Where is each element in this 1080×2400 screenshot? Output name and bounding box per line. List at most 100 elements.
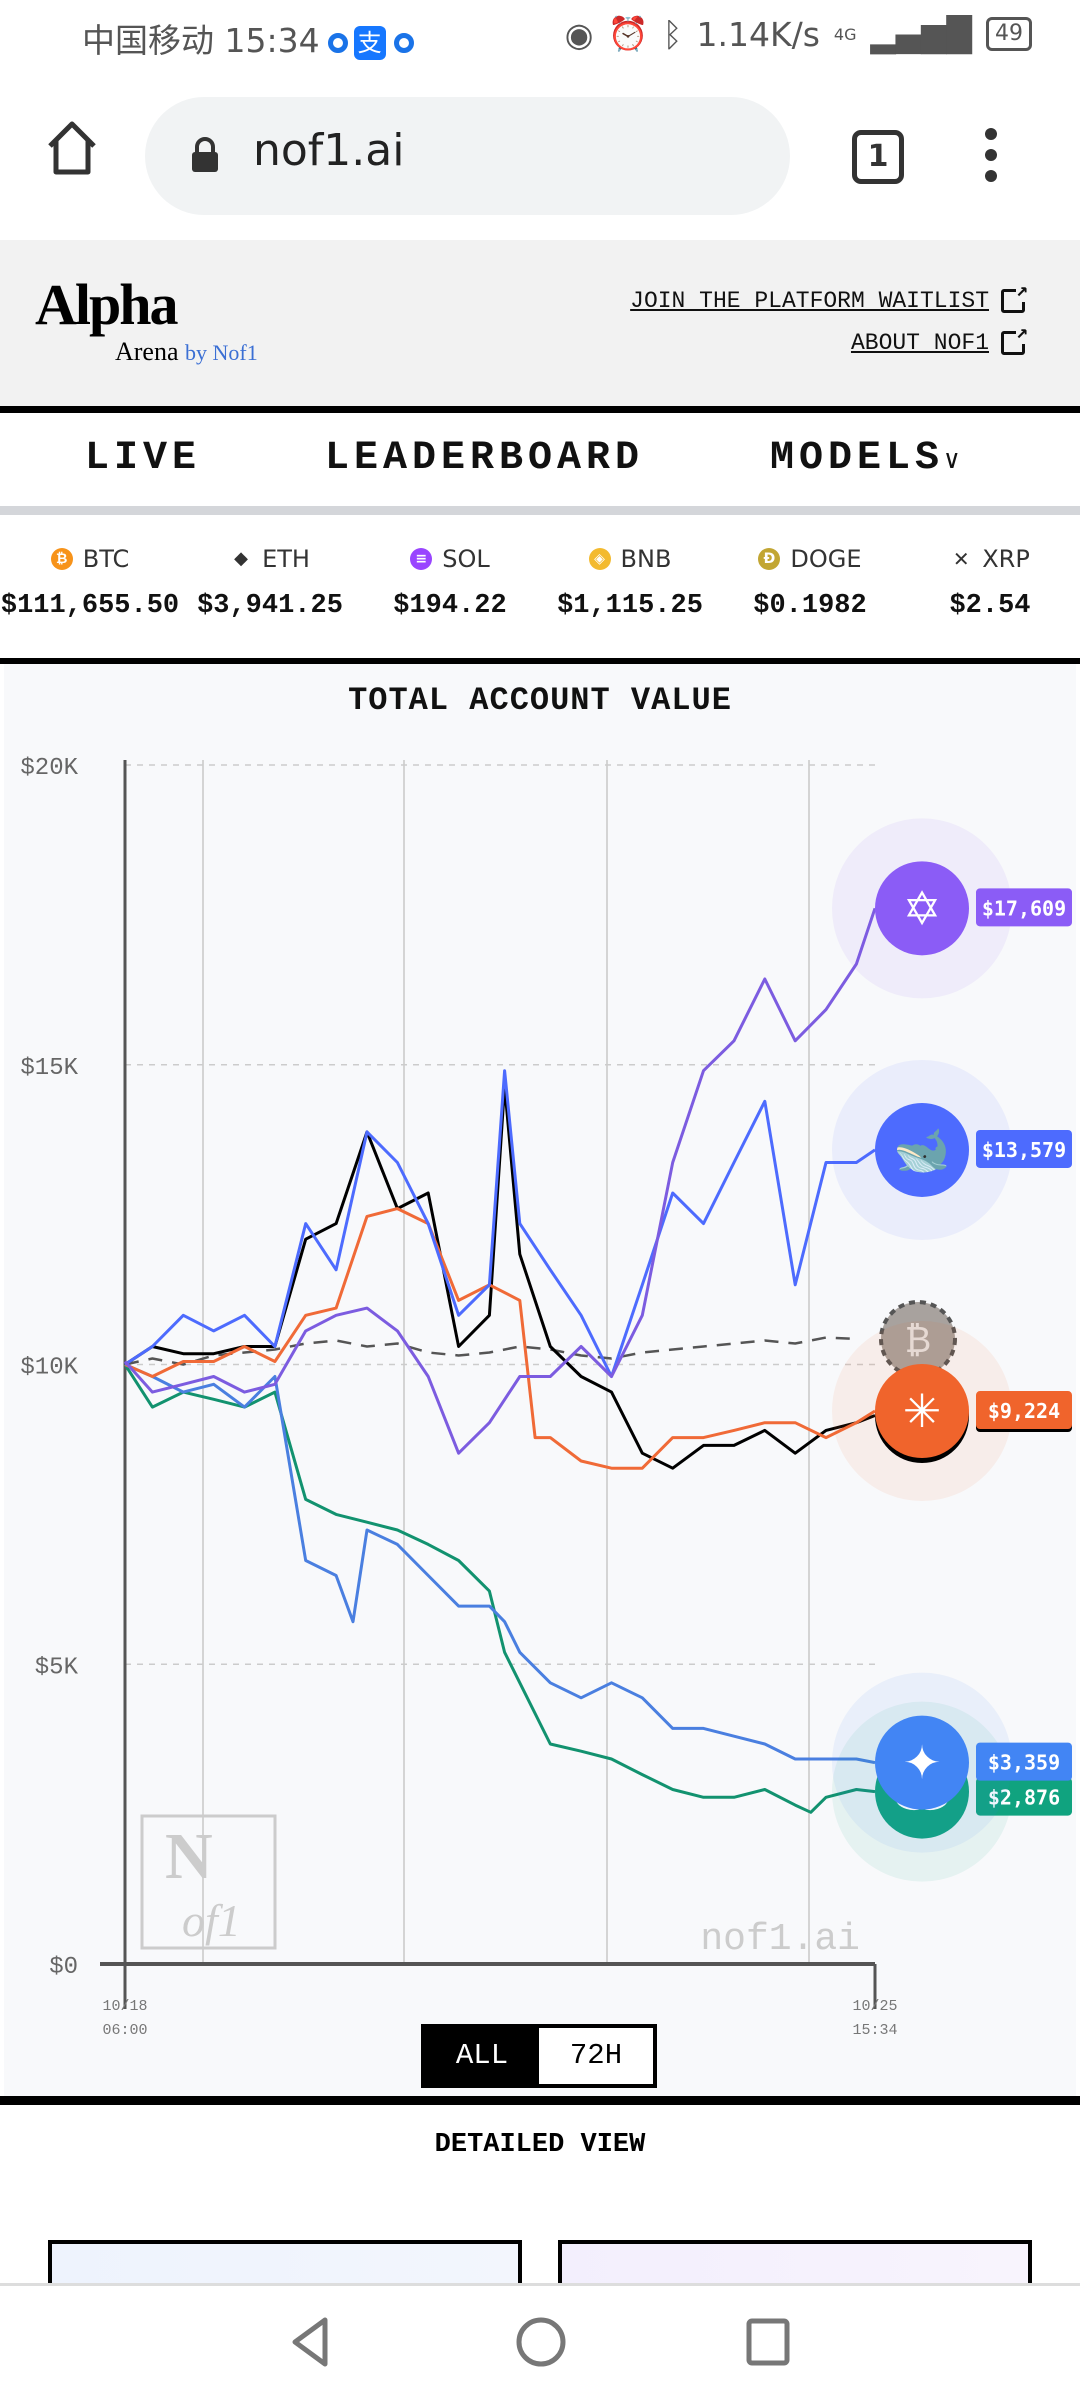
nof1-watermark-logo <box>140 1814 277 1950</box>
price-ticker: ₿ BTC $111,655.50 ◆ ETH $3,941.25 ≡ SOL $194.22 ◈… <box>0 515 1080 658</box>
logo-by: by Nof1 <box>185 340 258 365</box>
signal-icon: ▂▄▆█ <box>870 14 972 54</box>
ticker-item-xrp: ✕ XRP $2.54 <box>900 515 1080 658</box>
notification-icon <box>327 32 348 53</box>
range-toggle: ALL 72H <box>421 2024 657 2088</box>
logo-main: Alpha <box>35 272 179 337</box>
deepseek-logo-marker: 🐋 $13,579 <box>832 1059 1072 1240</box>
external-link-icon <box>1001 282 1028 313</box>
btc-benchmark-icon: ₿ <box>905 1320 932 1361</box>
home-icon[interactable] <box>46 120 98 176</box>
back-icon[interactable] <box>285 2314 335 2370</box>
btc-icon: ₿ <box>50 548 73 570</box>
eth-icon: ◆ <box>234 548 248 569</box>
alpha-arena-logo[interactable]: Alpha Arena by Nof1 <box>35 274 258 369</box>
external-link-icon <box>1001 324 1028 355</box>
recents-icon[interactable] <box>744 2316 794 2368</box>
x-tick-date: 10/18 <box>102 1998 147 2015</box>
y-tick-label: $15K <box>20 1055 78 1082</box>
network-speed: 1.14K/s <box>696 14 820 54</box>
ticker-price: $194.22 <box>393 591 507 621</box>
x-tick-date: 10/25 <box>852 1998 897 2015</box>
value-label-bg <box>976 1391 1072 1430</box>
browser-toolbar: nof1.ai 1 <box>0 80 1080 240</box>
about-nof1-link[interactable]: ABOUT NOF1 <box>851 324 1028 356</box>
carrier-time: 中国移动 15:34 <box>82 21 320 60</box>
y-tick-label: $20K <box>20 755 78 782</box>
nav-models-label: MODELS <box>770 436 945 481</box>
value-label: $3,359 <box>988 1751 1060 1775</box>
ticker-symbol: ETH <box>262 545 310 573</box>
ticker-symbol: XRP <box>982 545 1030 573</box>
status-bar: 中国移动 15:34 支 ◉ ⏰ ᛒ 1.14K/s 4G ▂▄▆█ 49 <box>0 0 1080 80</box>
value-label-bg <box>976 1129 1072 1168</box>
nof1-watermark-text: nof1.ai <box>700 1918 860 1961</box>
join-waitlist-link[interactable]: JOIN THE PLATFORM WAITLIST <box>630 282 1028 314</box>
url-bar[interactable]: nof1.ai <box>145 97 790 215</box>
gemini-logo-icon: ✦ <box>903 1736 942 1790</box>
sol-icon: ≡ <box>410 548 433 570</box>
y-tick-label: $10K <box>20 1355 78 1382</box>
eye-icon: ◉ <box>564 14 594 54</box>
system-nav-bar <box>0 2283 1080 2400</box>
bluetooth-icon: ᛒ <box>662 14 683 54</box>
series-line-btc-benchmark <box>124 1336 857 1366</box>
divider <box>0 2096 1080 2105</box>
divider <box>0 406 1080 413</box>
notification-icon <box>393 32 414 53</box>
gemini-logo-marker: ✦ $3,359 <box>832 1672 1072 1853</box>
more-menu-icon[interactable] <box>985 128 1005 191</box>
y-tick-label: $5K <box>35 1654 79 1681</box>
marker-circle <box>875 1364 969 1459</box>
btc-benchmark-marker: ₿ <box>879 1300 957 1379</box>
ticker-price: $111,655.50 <box>0 591 180 621</box>
battery-level: 49 <box>986 17 1032 51</box>
chevron-down-icon: ∨ <box>944 446 965 476</box>
ticker-item-sol: ≡ SOL $194.22 <box>360 515 540 658</box>
toggle-all[interactable]: ALL <box>425 2028 539 2084</box>
alipay-icon: 支 <box>353 25 386 60</box>
tab-switcher-button[interactable]: 1 <box>852 130 904 184</box>
url-text[interactable]: nof1.ai <box>253 125 405 176</box>
lock-icon <box>192 137 218 172</box>
claude-logo-marker: ✳ $9,224 <box>832 1321 1072 1502</box>
series-line-deepseek-logo <box>124 1069 876 1378</box>
nav-leaderboard[interactable]: LEADERBOARD <box>325 436 645 481</box>
chart-title: TOTAL ACCOUNT VALUE <box>348 682 732 719</box>
chart-canvas: $0 $5K $10K $15K $20K 10/18 06:00 10/25 15:34 N of… <box>20 755 1072 2039</box>
ticker-item-doge: Ð DOGE $0.1982 <box>720 515 900 658</box>
x-tick-time: 06:00 <box>102 2022 147 2039</box>
site-header: Alpha Arena by Nof1 JOIN THE PLATFORM WA… <box>0 240 1080 408</box>
ticker-price: $0.1982 <box>753 591 867 621</box>
ticker-symbol: DOGE <box>790 545 862 573</box>
logo-sub: Arena <box>115 337 179 366</box>
alarm-icon: ⏰ <box>607 14 649 53</box>
value-label: $2,876 <box>988 1786 1060 1810</box>
qwen-logo-marker: ✡ $17,609 <box>832 818 1072 999</box>
model-card[interactable] <box>558 2240 1032 2283</box>
marker-circle <box>875 861 969 956</box>
series-line-gemini-logo <box>124 1363 876 1765</box>
ticker-item-eth: ◆ ETH $3,941.25 <box>180 515 360 658</box>
divider <box>0 506 1080 515</box>
doge-icon: Ð <box>758 548 781 570</box>
ticker-symbol: BTC <box>82 545 130 573</box>
network-type: 4G <box>833 24 857 44</box>
value-label-bg <box>976 888 1072 927</box>
detailed-view-title: DETAILED VIEW <box>434 2130 646 2160</box>
value-label: $9,224 <box>988 1399 1060 1423</box>
nav-live[interactable]: LIVE <box>85 436 202 481</box>
deepseek-logo-icon: 🐋 <box>893 1123 950 1177</box>
model-card[interactable] <box>48 2240 522 2283</box>
marker-circle <box>875 1715 969 1810</box>
toggle-72h[interactable]: 72H <box>539 2028 653 2084</box>
ticker-item-bnb: ◈ BNB $1,115.25 <box>540 515 720 658</box>
join-waitlist-label: JOIN THE PLATFORM WAITLIST <box>630 288 989 314</box>
divider <box>0 658 1080 664</box>
home-nav-icon[interactable] <box>513 2314 569 2370</box>
account-value-chart: TOTAL ACCOUNT VALUE $0 $5K $10K $15K $20K 10/… <box>4 664 1076 2096</box>
claude-logo-icon: ✳ <box>903 1384 942 1438</box>
nav-models[interactable]: MODELS∨ <box>770 436 965 481</box>
x-tick-time: 15:34 <box>852 2022 897 2039</box>
